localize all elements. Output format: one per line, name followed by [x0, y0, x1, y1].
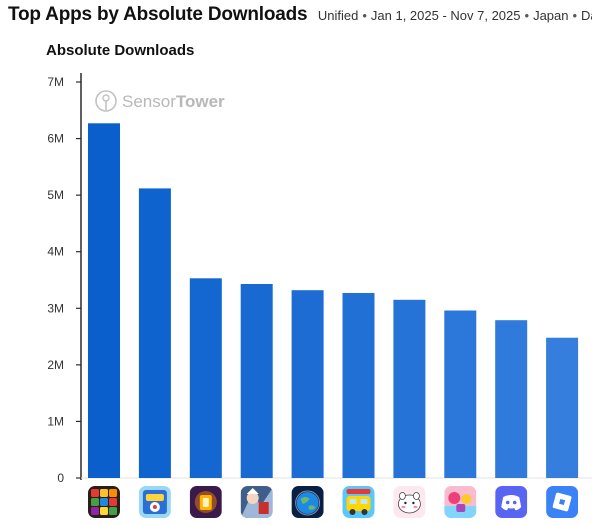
earth-globe-app-icon[interactable] [291, 486, 324, 518]
lantern-game-app-icon[interactable] [189, 486, 222, 518]
chiikawa-app-icon[interactable] [393, 486, 426, 518]
bus-puzzle-app-icon[interactable] [342, 486, 375, 518]
chart-title: Absolute Downloads [46, 42, 195, 59]
bar-5[interactable] [291, 290, 324, 478]
filter-date-range[interactable]: Jan 1, 2025 - Nov 7, 2025 [370, 7, 521, 23]
report-filters: Unified • Jan 1, 2025 - Nov 7, 2025 • Japan •… [318, 8, 592, 23]
y-tick-label: 4M [47, 245, 64, 259]
y-axis-ticks: 0 1M 2M 3M 4M 5M 6M 7M [47, 75, 81, 485]
bar-6[interactable] [342, 293, 375, 478]
y-tick-label: 3M [47, 301, 64, 315]
sensortower-logo-icon [95, 90, 117, 112]
discord-app-icon[interactable] [495, 486, 528, 518]
bar-10[interactable] [546, 337, 579, 478]
pokemon-tcg-app-icon[interactable] [138, 486, 171, 518]
sensortower-watermark: SensorTower [95, 90, 225, 112]
report-title: Top Apps by Absolute Downloads [8, 4, 308, 25]
y-tick-label: 1M [47, 414, 64, 428]
x-axis-app-icons [88, 486, 579, 518]
y-tick-label: 2M [47, 358, 64, 372]
bar-1[interactable] [88, 123, 120, 479]
watermark-text: SensorTower [122, 92, 225, 111]
watermark-brand-light: Sensor [122, 92, 176, 111]
pink-sweets-app-icon[interactable] [444, 486, 477, 518]
roblox-app-icon[interactable] [546, 486, 579, 518]
bar-4[interactable] [240, 284, 273, 478]
bar-9[interactable] [495, 320, 528, 478]
y-tick-label: 7M [47, 75, 64, 89]
watermark-brand-bold: Tower [176, 92, 225, 111]
filter-country[interactable]: Japan [533, 7, 569, 23]
block-puzzle-app-icon[interactable] [88, 486, 120, 518]
y-tick-label: 5M [47, 188, 64, 202]
report-header: Top Apps by Absolute Downloads Unified • J… [8, 4, 592, 28]
bar-3[interactable] [189, 278, 222, 478]
filter-granularity[interactable]: Daily [581, 7, 592, 23]
bar-7[interactable] [393, 299, 426, 478]
anime-rpg-app-icon[interactable] [240, 486, 273, 518]
bars [88, 123, 579, 479]
y-tick-label: 0 [57, 471, 64, 485]
bar-8[interactable] [444, 310, 477, 479]
y-tick-label: 6M [47, 132, 64, 146]
filter-platform[interactable]: Unified [317, 7, 359, 23]
bar-2[interactable] [138, 188, 171, 478]
